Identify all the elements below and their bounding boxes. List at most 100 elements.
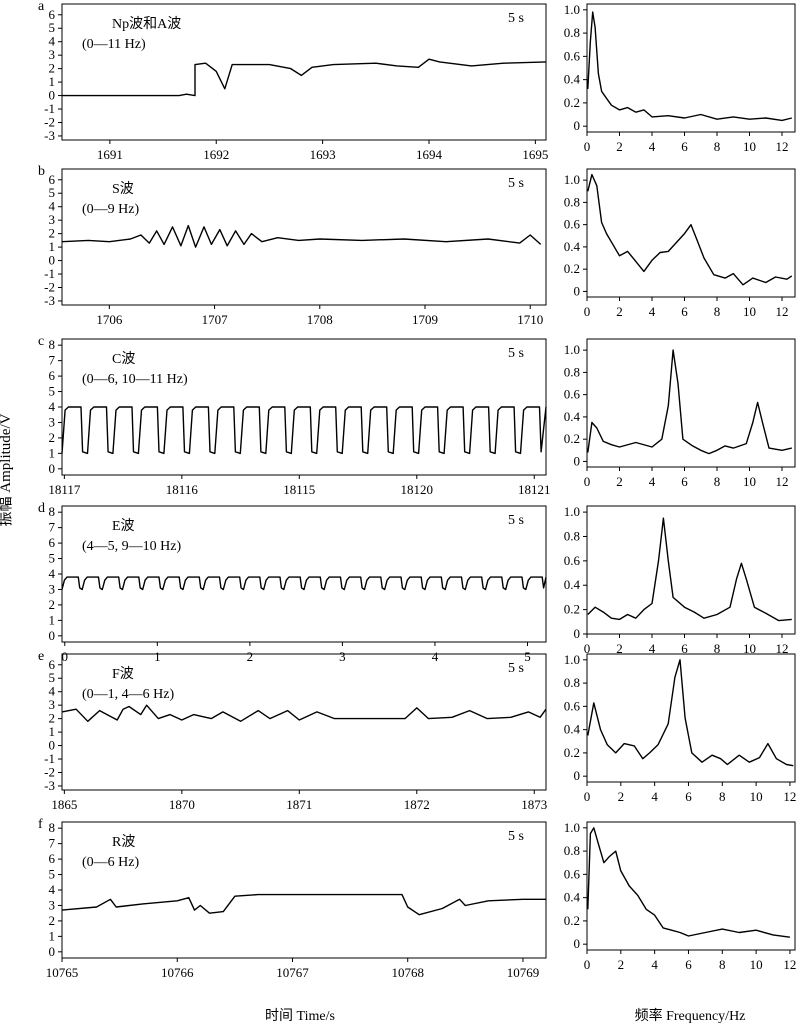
spectrum-y-tick-label: 0.6 xyxy=(564,217,581,232)
spectrum-y-tick-label: 0.6 xyxy=(564,387,581,402)
wave-y-tick-label: 6 xyxy=(49,657,56,672)
spectrum-trace xyxy=(587,827,790,938)
spectrum-y-tick-label: 0 xyxy=(574,768,581,783)
wave-y-tick-label: 4 xyxy=(49,566,56,581)
wave-y-tick-label: 2 xyxy=(49,226,56,241)
spectrum-x-tick-label: 8 xyxy=(714,641,721,656)
wave-y-tick-label: 2 xyxy=(49,711,56,726)
wave-x-tick-label: 18121 xyxy=(518,482,551,497)
frequency-band-subtitle: (0—9 Hz) xyxy=(82,202,139,217)
spectrum-y-tick-label: 0 xyxy=(574,118,581,133)
wave-y-tick-label: 0 xyxy=(49,628,56,643)
panel-letter: b xyxy=(38,164,45,179)
panel-letter: d xyxy=(38,501,45,516)
wave-x-tick-label: 1708 xyxy=(307,312,333,327)
wave-y-tick-label: 6 xyxy=(49,368,56,383)
panel-letter: f xyxy=(38,817,43,832)
spectrum-x-tick-label: 4 xyxy=(649,139,656,154)
duration-label: 5 s xyxy=(508,513,524,528)
wave-x-tick-label: 18117 xyxy=(48,482,81,497)
spectrum-trace xyxy=(587,173,793,286)
spectrum-x-tick-label: 2 xyxy=(616,139,623,154)
spectrum-frame xyxy=(586,338,796,468)
wave-y-tick-label: 2 xyxy=(49,913,56,928)
spectrum-x-tick-label: 8 xyxy=(719,789,726,804)
spectrum-trace xyxy=(587,659,794,767)
wave-frame xyxy=(61,653,547,791)
wave-y-tick-label: 5 xyxy=(49,185,56,200)
spectrum-x-tick-label: 10 xyxy=(750,957,763,972)
spectrum-frame xyxy=(586,168,796,298)
wave-type-title: F波 xyxy=(112,666,134,682)
frequency-band-subtitle: (0—6, 10—11 Hz) xyxy=(82,372,188,387)
spectrum-x-tick-label: 2 xyxy=(616,304,623,319)
frequency-band-subtitle: (0—11 Hz) xyxy=(82,37,146,52)
wave-y-tick-label: 7 xyxy=(49,353,56,368)
duration-label: 5 s xyxy=(508,11,524,26)
wave-y-tick-label: 4 xyxy=(49,399,56,414)
spectrum-x-tick-label: 6 xyxy=(681,304,688,319)
spectrum-x-tick-label: 4 xyxy=(649,641,656,656)
spectrum-y-tick-label: 0.4 xyxy=(564,239,581,254)
spectrum-y-tick-label: 0.6 xyxy=(564,553,581,568)
wave-y-tick-label: 7 xyxy=(49,836,56,851)
wave-x-tick-label: 1873 xyxy=(521,797,547,812)
spectrum-y-tick-label: 0.4 xyxy=(564,72,581,87)
spectrum-y-tick-label: 0.2 xyxy=(564,431,580,446)
spectrum-y-tick-label: 0.6 xyxy=(564,698,581,713)
wave-y-tick-label: 1 xyxy=(49,928,56,943)
wave-y-tick-label: 5 xyxy=(49,384,56,399)
spectrum-trace xyxy=(587,517,792,622)
wave-y-tick-label: 5 xyxy=(49,551,56,566)
duration-label: 5 s xyxy=(508,829,524,844)
wave-x-tick-label: 2 xyxy=(247,649,254,664)
wave-y-tick-label: -2 xyxy=(44,114,55,129)
wave-x-tick-label: 1692 xyxy=(203,147,229,162)
spectrum-y-tick-label: 1.0 xyxy=(564,820,580,835)
wave-x-tick-label: 1870 xyxy=(169,797,195,812)
wave-y-tick-label: 0 xyxy=(49,944,56,959)
spectrum-x-tick-label: 12 xyxy=(783,957,796,972)
spectrum-x-tick-label: 2 xyxy=(616,474,623,489)
wave-x-tick-label: 10769 xyxy=(507,965,540,980)
wave-type-title: E波 xyxy=(112,518,135,534)
spectrum-x-tick-label: 0 xyxy=(584,304,591,319)
spectrum-x-tick-label: 0 xyxy=(584,957,591,972)
spectrum-y-tick-label: 0.8 xyxy=(564,528,580,543)
spectrum-x-tick-label: 12 xyxy=(776,641,789,656)
spectrum-x-tick-label: 6 xyxy=(685,957,692,972)
spectrum-y-tick-label: 0 xyxy=(574,283,581,298)
spectrum-x-tick-label: 2 xyxy=(616,641,623,656)
spectrum-x-tick-label: 6 xyxy=(681,474,688,489)
wave-x-tick-label: 1706 xyxy=(96,312,123,327)
wave-x-tick-label: 10767 xyxy=(276,965,309,980)
spectrum-x-tick-label: 12 xyxy=(776,139,789,154)
wave-y-tick-label: -1 xyxy=(44,101,55,116)
wave-y-tick-label: -3 xyxy=(44,778,55,793)
waveform-trace xyxy=(61,893,546,916)
wave-frame xyxy=(61,168,547,306)
spectrum-x-tick-label: 8 xyxy=(714,304,721,319)
spectrum-y-tick-label: 1.0 xyxy=(564,342,580,357)
wave-x-tick-label: 1872 xyxy=(404,797,430,812)
wave-y-tick-label: -2 xyxy=(44,764,55,779)
duration-label: 5 s xyxy=(508,346,524,361)
spectrum-y-tick-label: 0 xyxy=(574,626,581,641)
spectrum-x-tick-label: 0 xyxy=(584,789,591,804)
wave-y-tick-label: 8 xyxy=(49,504,56,519)
wave-y-tick-label: 6 xyxy=(49,172,56,187)
spectrum-trace xyxy=(587,11,792,122)
waveform-trace xyxy=(61,406,547,455)
wave-y-tick-label: 6 xyxy=(49,851,56,866)
spectrum-x-tick-label: 10 xyxy=(743,139,756,154)
spectrum-x-tick-label: 12 xyxy=(783,789,796,804)
spectrum-y-tick-label: 1.0 xyxy=(564,172,580,187)
spectrum-y-tick-label: 0.2 xyxy=(564,913,580,928)
spectrum-x-tick-label: 8 xyxy=(714,139,721,154)
wave-x-tick-label: 10766 xyxy=(161,965,194,980)
wave-x-tick-label: 10765 xyxy=(46,965,79,980)
spectrum-y-tick-label: 0 xyxy=(574,936,581,951)
